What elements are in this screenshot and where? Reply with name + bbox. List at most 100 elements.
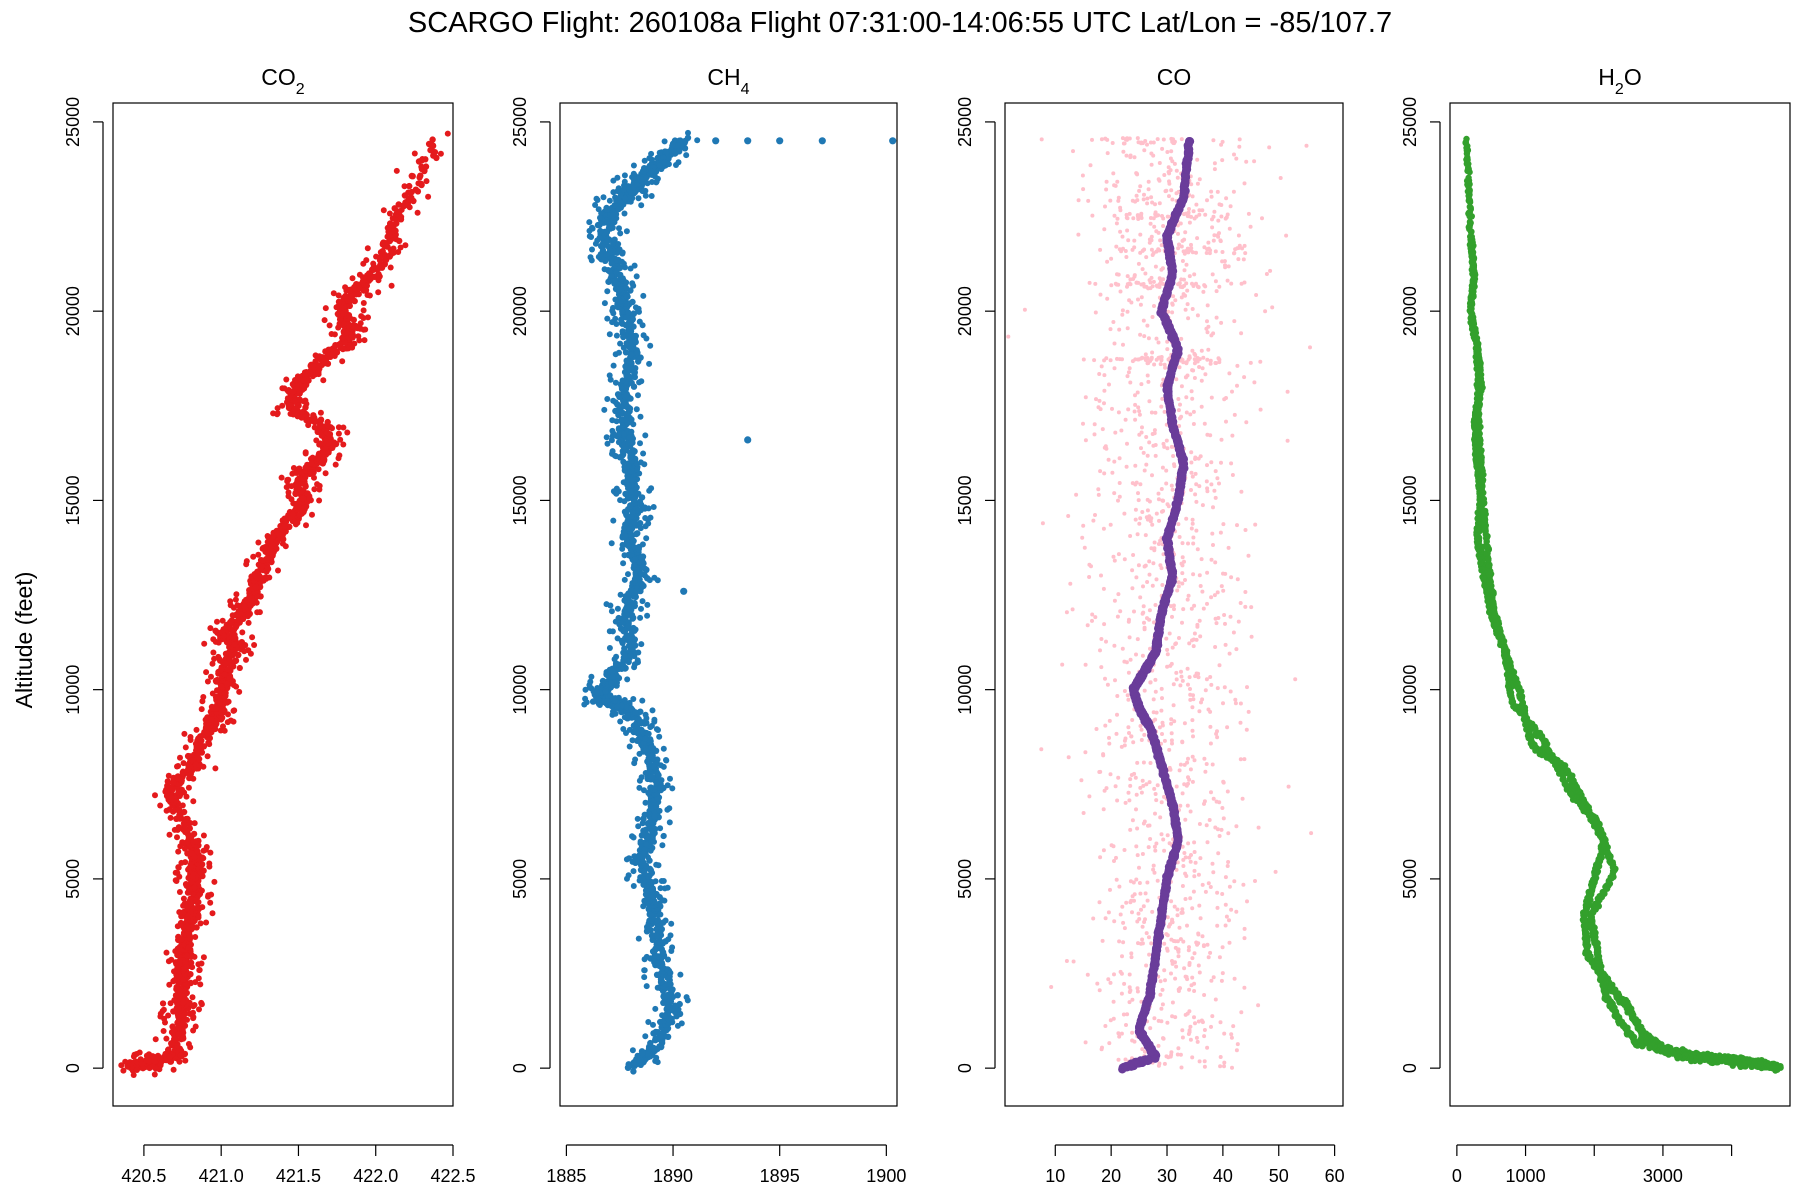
data-point [1136,297,1140,302]
data-point [370,260,377,267]
data-point [286,515,293,522]
data-point [1128,900,1133,905]
data-point [312,352,319,359]
data-point [1192,989,1197,993]
data-point [343,287,350,294]
data-point [245,619,252,626]
data-point [230,682,237,689]
data-point [627,503,634,510]
data-point [315,466,322,473]
data-point [266,574,273,581]
data-point [209,716,215,723]
data-point [623,293,630,300]
data-point [1138,516,1143,521]
data-point [1188,859,1193,864]
data-point [373,253,380,260]
data-point [1174,784,1179,789]
data-point [1183,897,1188,901]
data-point [1112,919,1117,924]
data-point [1170,645,1175,650]
data-point [1212,167,1217,172]
data-point [1099,364,1104,369]
x-tick-label: 421.0 [199,1166,244,1186]
data-point [889,137,897,145]
data-point [212,627,219,634]
data-point [197,762,204,769]
data-point [1196,932,1201,937]
data-point [587,678,594,685]
data-point [1145,201,1150,206]
data-point [1242,926,1247,931]
data-point [219,617,226,624]
data-point [180,1011,188,1019]
data-point [1185,760,1190,765]
data-point [190,873,196,880]
panel-title-main: CO [261,64,296,90]
data-point [198,887,205,894]
data-point [638,202,645,209]
data-point [1214,799,1219,804]
data-point [1153,811,1157,816]
data-point [193,924,200,931]
data-point [414,209,421,216]
data-point [606,331,613,338]
data-point [1132,898,1136,903]
data-point [390,245,397,252]
data-point [408,172,415,180]
data-point [317,409,324,416]
data-point [351,340,358,347]
data-point [175,1031,182,1038]
data-point [1120,954,1124,959]
data-point [1176,1046,1181,1051]
data-point [1230,433,1235,438]
data-point [1209,395,1214,400]
data-point [184,981,191,988]
data-point [278,474,285,481]
data-point [608,608,615,615]
data-point [1232,319,1237,324]
data-point [1169,444,1174,449]
data-point [1174,677,1179,682]
data-point [1139,382,1144,387]
data-point [609,448,616,455]
data-point [255,539,262,546]
data-point [613,332,620,339]
data-point [648,193,655,199]
data-point [650,504,657,510]
data-point [1101,807,1106,812]
data-point [589,246,595,253]
data-point [1192,874,1197,879]
data-point [645,925,652,932]
data-point [630,868,637,875]
data-point [1128,380,1133,385]
data-point [331,331,338,338]
data-point [360,300,367,306]
data-point [1109,283,1114,288]
data-point [253,599,260,606]
data-point [1145,373,1150,378]
data-point [651,574,658,581]
data-point [1165,833,1170,838]
data-point [1114,221,1119,226]
data-point [1134,280,1139,285]
data-point [622,533,629,540]
data-point [1159,1006,1164,1011]
data-point [1141,450,1146,455]
data-point [604,396,611,402]
data-point [1205,198,1209,203]
data-point [1126,697,1131,702]
data-point [1209,482,1214,487]
data-point [643,535,650,542]
data-point [638,641,645,648]
data-point [1093,615,1098,620]
data-point [621,210,628,217]
data-point [1304,143,1309,148]
data-point [627,265,634,272]
data-point [344,329,350,336]
data-point [1179,910,1184,915]
data-point [164,778,171,785]
data-point [1115,694,1120,698]
data-point [621,464,628,470]
data-point [654,1046,661,1053]
data-point [175,848,182,855]
